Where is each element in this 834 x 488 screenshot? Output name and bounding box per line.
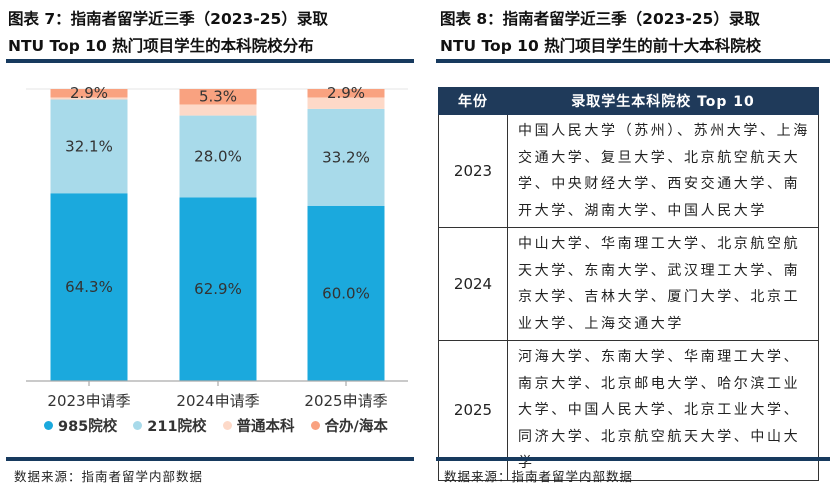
data-label: 32.1% xyxy=(65,137,113,155)
source-note: 数据来源：指南者留学内部数据 xyxy=(444,469,634,484)
legend-label: 普通本科 xyxy=(236,419,295,435)
legend-item: 普通本科 xyxy=(222,415,295,436)
bar-segment xyxy=(50,89,128,98)
legend-dot-icon xyxy=(44,421,53,430)
title-line-2: NTU Top 10 热门项目学生的前十大本科院校 xyxy=(440,37,762,55)
legend-label: 985院校 xyxy=(58,419,118,435)
schools-cell: 河海大学、东南大学、华南理工大学、南京大学、北京邮电大学、哈尔滨工业大学、中国人… xyxy=(507,340,819,481)
legend-label: 211院校 xyxy=(147,419,207,435)
header-year: 年份 xyxy=(438,87,508,115)
chart-legend: 985院校 211院校 普通本科 合办/海本 xyxy=(44,415,388,436)
bar-segment xyxy=(50,97,128,100)
title-line-1: 图表 7：指南者留学近三季（2023-25）录取 xyxy=(8,10,328,28)
bar-segment xyxy=(179,89,257,105)
data-label: 62.9% xyxy=(194,280,242,298)
year-cell: 2023 xyxy=(438,114,508,228)
category-label: 2024申请季 xyxy=(176,392,259,410)
year-cell: 2024 xyxy=(438,227,508,341)
bar-segment xyxy=(307,108,385,206)
bar-segment xyxy=(307,205,385,381)
bar-segment xyxy=(50,193,128,381)
table-row: 2024 中山大学、华南理工大学、北京航空航天大学、东南大学、武汉理工大学、南京大… xyxy=(438,227,819,341)
figure-8-title: 图表 8：指南者留学近三季（2023-25）录取 NTU Top 10 热门项目… xyxy=(440,6,761,60)
data-label: 28.0% xyxy=(194,147,242,165)
data-label: 60.0% xyxy=(322,284,370,302)
header-schools: 录取学生本科院校 Top 10 xyxy=(507,87,819,115)
legend-dot-icon xyxy=(222,421,232,430)
source-note: 数据来源：指南者留学内部数据 xyxy=(14,469,204,484)
schools-cell: 中国人民大学（苏州）、苏州大学、上海交通大学、复旦大学、北京航空航天大学、中央财… xyxy=(507,114,819,228)
data-label: 64.3% xyxy=(65,278,113,296)
legend-item: 合办/海本 xyxy=(310,415,388,436)
title-line-2: NTU Top 10 热门项目学生的本科院校分布 xyxy=(8,37,314,55)
title-line-1: 图表 8：指南者留学近三季（2023-25）录取 xyxy=(440,10,760,28)
footer-rule xyxy=(6,457,414,461)
data-label: 33.2% xyxy=(322,148,370,166)
data-label: 5.3% xyxy=(199,88,237,106)
legend-item: 211院校 xyxy=(133,415,207,436)
figure-7-title: 图表 7：指南者留学近三季（2023-25）录取 NTU Top 10 热门项目… xyxy=(8,6,328,60)
title-rule xyxy=(6,59,414,63)
bar-segment xyxy=(179,197,257,381)
legend-dot-icon xyxy=(310,421,320,430)
footer-rule xyxy=(436,457,830,461)
stacked-bar-chart: 64.3% 32.1% 2.9% 2023申请季 62.9% 28.0% 5.3% 2024申… xyxy=(26,84,408,410)
data-label: 2.9% xyxy=(327,84,365,102)
legend-dot-icon xyxy=(133,421,143,430)
data-label: 2.9% xyxy=(70,84,108,102)
top-schools-table: 年份 录取学生本科院校 Top 10 2023 中国人民大学（苏州）、苏州大学、上… xyxy=(438,87,819,481)
left-figure: 图表 7：指南者留学近三季（2023-25）录取 NTU Top 10 热门项目… xyxy=(6,6,414,484)
right-figure: 图表 8：指南者留学近三季（2023-25）录取 NTU Top 10 热门项目… xyxy=(430,0,834,488)
schools-cell: 中山大学、华南理工大学、北京航空航天大学、东南大学、武汉理工大学、南京大学、吉林… xyxy=(507,227,819,341)
bar-segment xyxy=(179,104,257,116)
bar-segment xyxy=(179,115,257,198)
title-rule xyxy=(436,59,830,63)
bar-segment xyxy=(307,89,385,98)
table-row: 2023 中国人民大学（苏州）、苏州大学、上海交通大学、复旦大学、北京航空航天大学… xyxy=(438,114,819,228)
category-label: 2023申请季 xyxy=(47,392,130,410)
legend-label: 合办/海本 xyxy=(324,419,388,435)
legend-item: 985院校 xyxy=(44,415,117,436)
category-label: 2025申请季 xyxy=(304,392,387,410)
bar-segment xyxy=(307,97,385,109)
bar-segment xyxy=(50,99,128,194)
